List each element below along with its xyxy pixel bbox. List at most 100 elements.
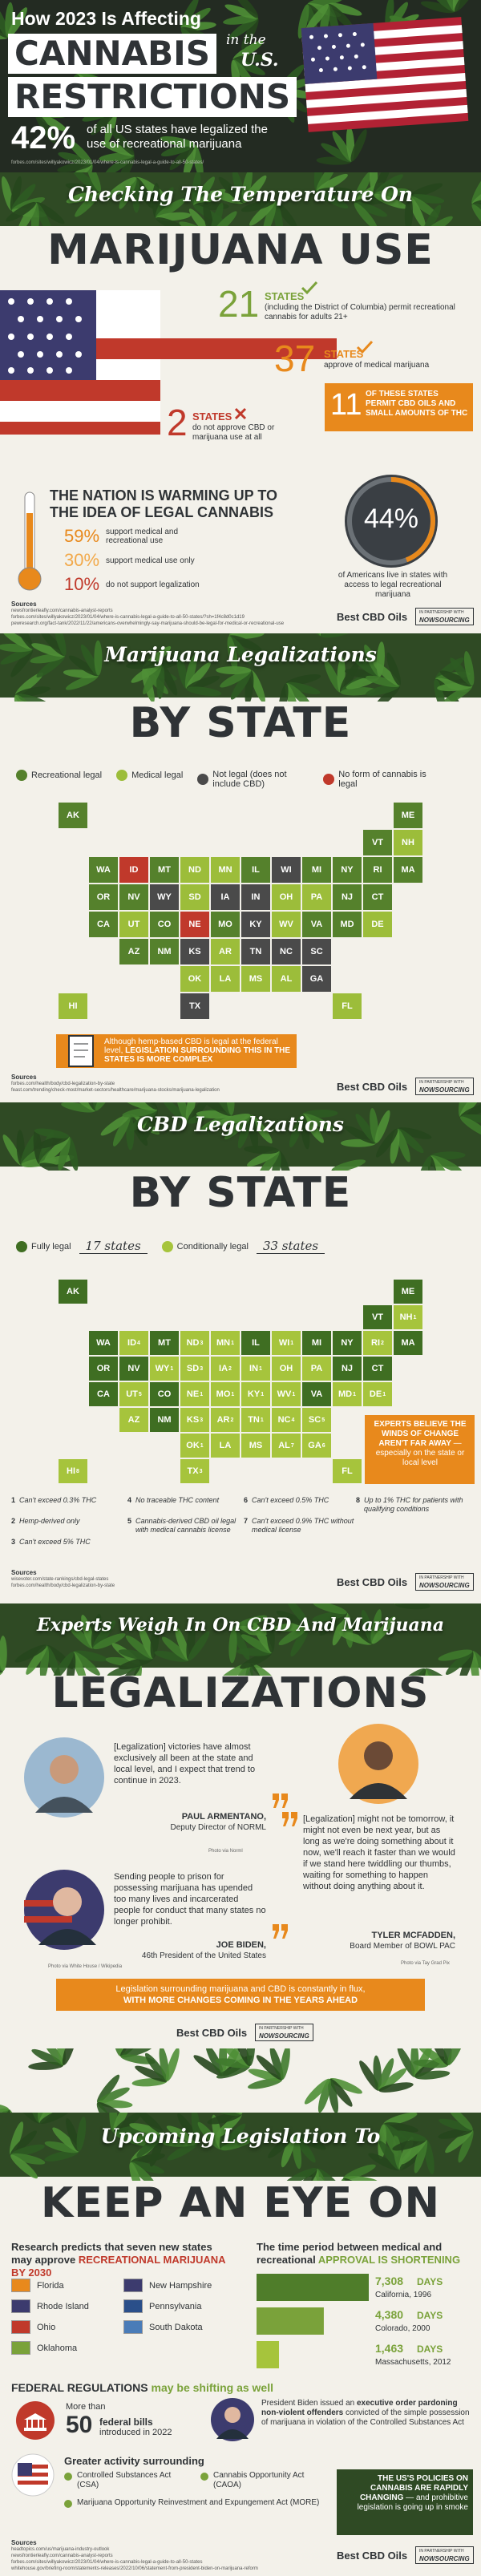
state-flag — [123, 2279, 143, 2292]
leaf-blade — [216, 665, 252, 674]
leaf-blade — [14, 2113, 40, 2124]
brand: Best CBD Oils — [176, 2027, 248, 2039]
leaf-blade — [118, 1649, 153, 1660]
state-code: UT — [127, 920, 140, 929]
leaf — [0, 2, 27, 40]
leaf-blade — [119, 177, 137, 209]
leaf-blade — [128, 1109, 158, 1132]
leaf-blade — [277, 1151, 292, 1171]
leaf-blade — [2, 1134, 22, 1166]
leaf-blade — [44, 1136, 70, 1163]
state-name: Pennsylvania — [149, 2301, 202, 2311]
state-code: WV — [279, 920, 293, 929]
state-tile: NY — [332, 1330, 362, 1356]
leaf-blade — [442, 685, 473, 702]
legend-label: Medical legal — [131, 770, 184, 780]
state-code: AL — [280, 974, 293, 984]
leaf-blade — [365, 675, 400, 688]
leaf-blade — [233, 1615, 268, 1629]
leaf — [301, 633, 356, 638]
leaf-blade — [394, 1603, 430, 1610]
state-tile: SD 3 — [180, 1356, 210, 1381]
leaf-blade — [183, 144, 196, 172]
state-code: OR — [96, 1364, 111, 1373]
state-flag — [11, 2320, 30, 2334]
leaf-blade — [165, 2048, 180, 2081]
federal-title: FEDERAL REGULATIONS may be shifting as w… — [11, 2381, 273, 2394]
state-tile: AZ — [119, 1407, 149, 1433]
state-tile: NV — [119, 884, 149, 911]
state-code: NC — [277, 1415, 291, 1425]
leaf-blade — [228, 636, 252, 665]
leaf-blade — [447, 2048, 465, 2065]
state-tile: IN — [240, 884, 271, 911]
leaf — [0, 633, 34, 677]
leaf-blade — [350, 129, 367, 162]
leaf-blade — [373, 172, 391, 196]
stat-box — [325, 383, 473, 431]
footnote-text: Cannabis-derived CBD oil legal with medi… — [135, 1517, 236, 1534]
state-tile: MA — [393, 856, 423, 884]
leaf-blade — [342, 2164, 376, 2180]
warming-title: THE NATION IS WARMING UP TO THE IDEA OF … — [50, 487, 278, 520]
state-tile: LA — [210, 965, 240, 993]
leaf-blade — [35, 112, 67, 131]
leaf — [338, 1609, 396, 1645]
legend-swatch — [16, 770, 27, 781]
partner: IN PARTNERSHIP WITH NOWSOURCING — [255, 2024, 313, 2041]
pardon-text: President Biden issued an executive orde… — [261, 2399, 473, 2428]
leaf-blade — [375, 1128, 398, 1158]
leaf-blade — [241, 18, 259, 50]
leaf-blade — [186, 675, 220, 690]
legend-item: Medical legal — [116, 770, 183, 781]
source-line: forbes.com/health/body/cbd-legalization-… — [11, 1583, 115, 1588]
state-note: 1 — [231, 1340, 234, 1346]
callout-text: EXPERTS BELIEVE THE WINDS OF CHANGE AREN… — [370, 1420, 470, 1468]
leaf-blade — [141, 1109, 158, 1142]
closing-text: THE US'S POLICIES ON CANNABIS ARE RAPIDL… — [343, 2474, 468, 2513]
partner: IN PARTNERSHIP WITH NOWSOURCING — [415, 1573, 474, 1591]
state-code: MD — [338, 1389, 353, 1399]
state-code: ND — [188, 865, 201, 875]
leaf-blade — [390, 1128, 400, 1164]
leaf — [391, 2130, 435, 2174]
footnote-number: 5 — [127, 1517, 132, 1525]
stat-label: STATES — [192, 410, 232, 423]
leaf-blade — [414, 2139, 428, 2174]
leaf-blade — [338, 1631, 373, 1645]
state-note: 3 — [200, 1340, 204, 1346]
leaf-blade — [200, 1102, 232, 1116]
leaf-blade — [408, 196, 426, 228]
callout-text: Although hemp-based CBD is legal at the … — [104, 1037, 293, 1064]
leaf-blade — [471, 204, 481, 233]
leaf-blade — [221, 2048, 250, 2067]
leaf — [9, 2121, 46, 2179]
leaf-blade — [177, 2113, 199, 2143]
state-code: MN — [218, 865, 232, 875]
state-code: MN — [216, 1338, 231, 1348]
state-flag — [123, 2320, 143, 2334]
state-tile: CO — [149, 1381, 180, 1407]
leaf — [216, 665, 265, 702]
state-code: IA — [220, 892, 230, 902]
leaf — [126, 661, 178, 699]
state-code: UT — [126, 1389, 138, 1399]
leaf-blade — [135, 177, 154, 209]
leaf — [339, 2164, 378, 2181]
leaf-blade — [285, 2168, 317, 2181]
leaf-blade — [40, 633, 66, 657]
leaf-blade — [10, 2144, 45, 2157]
state-code: MS — [249, 974, 263, 984]
period-bar — [257, 2274, 369, 2301]
state-tile: MN 1 — [210, 1330, 240, 1356]
state-code: GA — [308, 1441, 321, 1450]
leaf — [404, 183, 445, 232]
state-tile: VT — [362, 829, 393, 856]
state-tile: NJ — [332, 1356, 362, 1381]
period-place: Colorado, 2000 — [375, 2324, 430, 2333]
leaf-blade — [68, 655, 99, 677]
leaf-blade — [430, 1155, 451, 1171]
leaf — [375, 1127, 432, 1164]
footnote: 4 No traceable THC content — [127, 1496, 240, 1505]
